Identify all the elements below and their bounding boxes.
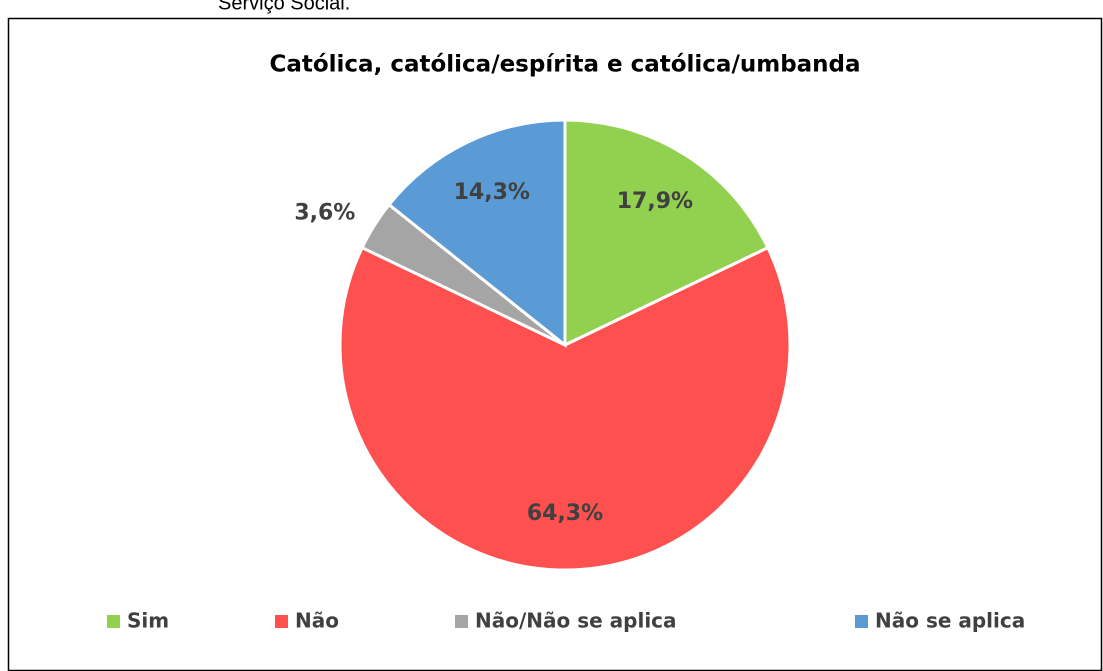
- legend-label: Não/Não se aplica: [475, 609, 677, 633]
- legend-label: Não: [295, 609, 339, 633]
- chart-title: Católica, católica/espírita e católica/u…: [269, 52, 860, 78]
- data-label: 14,3%: [454, 180, 530, 205]
- data-label: 17,9%: [617, 189, 693, 214]
- data-label: 3,6%: [294, 200, 355, 225]
- legend-swatch: [855, 615, 868, 628]
- legend-swatch: [275, 615, 288, 628]
- legend-label: Não se aplica: [875, 609, 1025, 633]
- legend-label: Sim: [127, 609, 169, 633]
- pie-slice: [563, 118, 770, 348]
- data-label: 64,3%: [527, 501, 603, 526]
- caption: Serviço Social.: [218, 0, 350, 14]
- legend-swatch: [455, 615, 468, 628]
- pie-slice: [338, 245, 792, 572]
- pie-slice: [386, 118, 567, 349]
- legend-swatch: [107, 615, 120, 628]
